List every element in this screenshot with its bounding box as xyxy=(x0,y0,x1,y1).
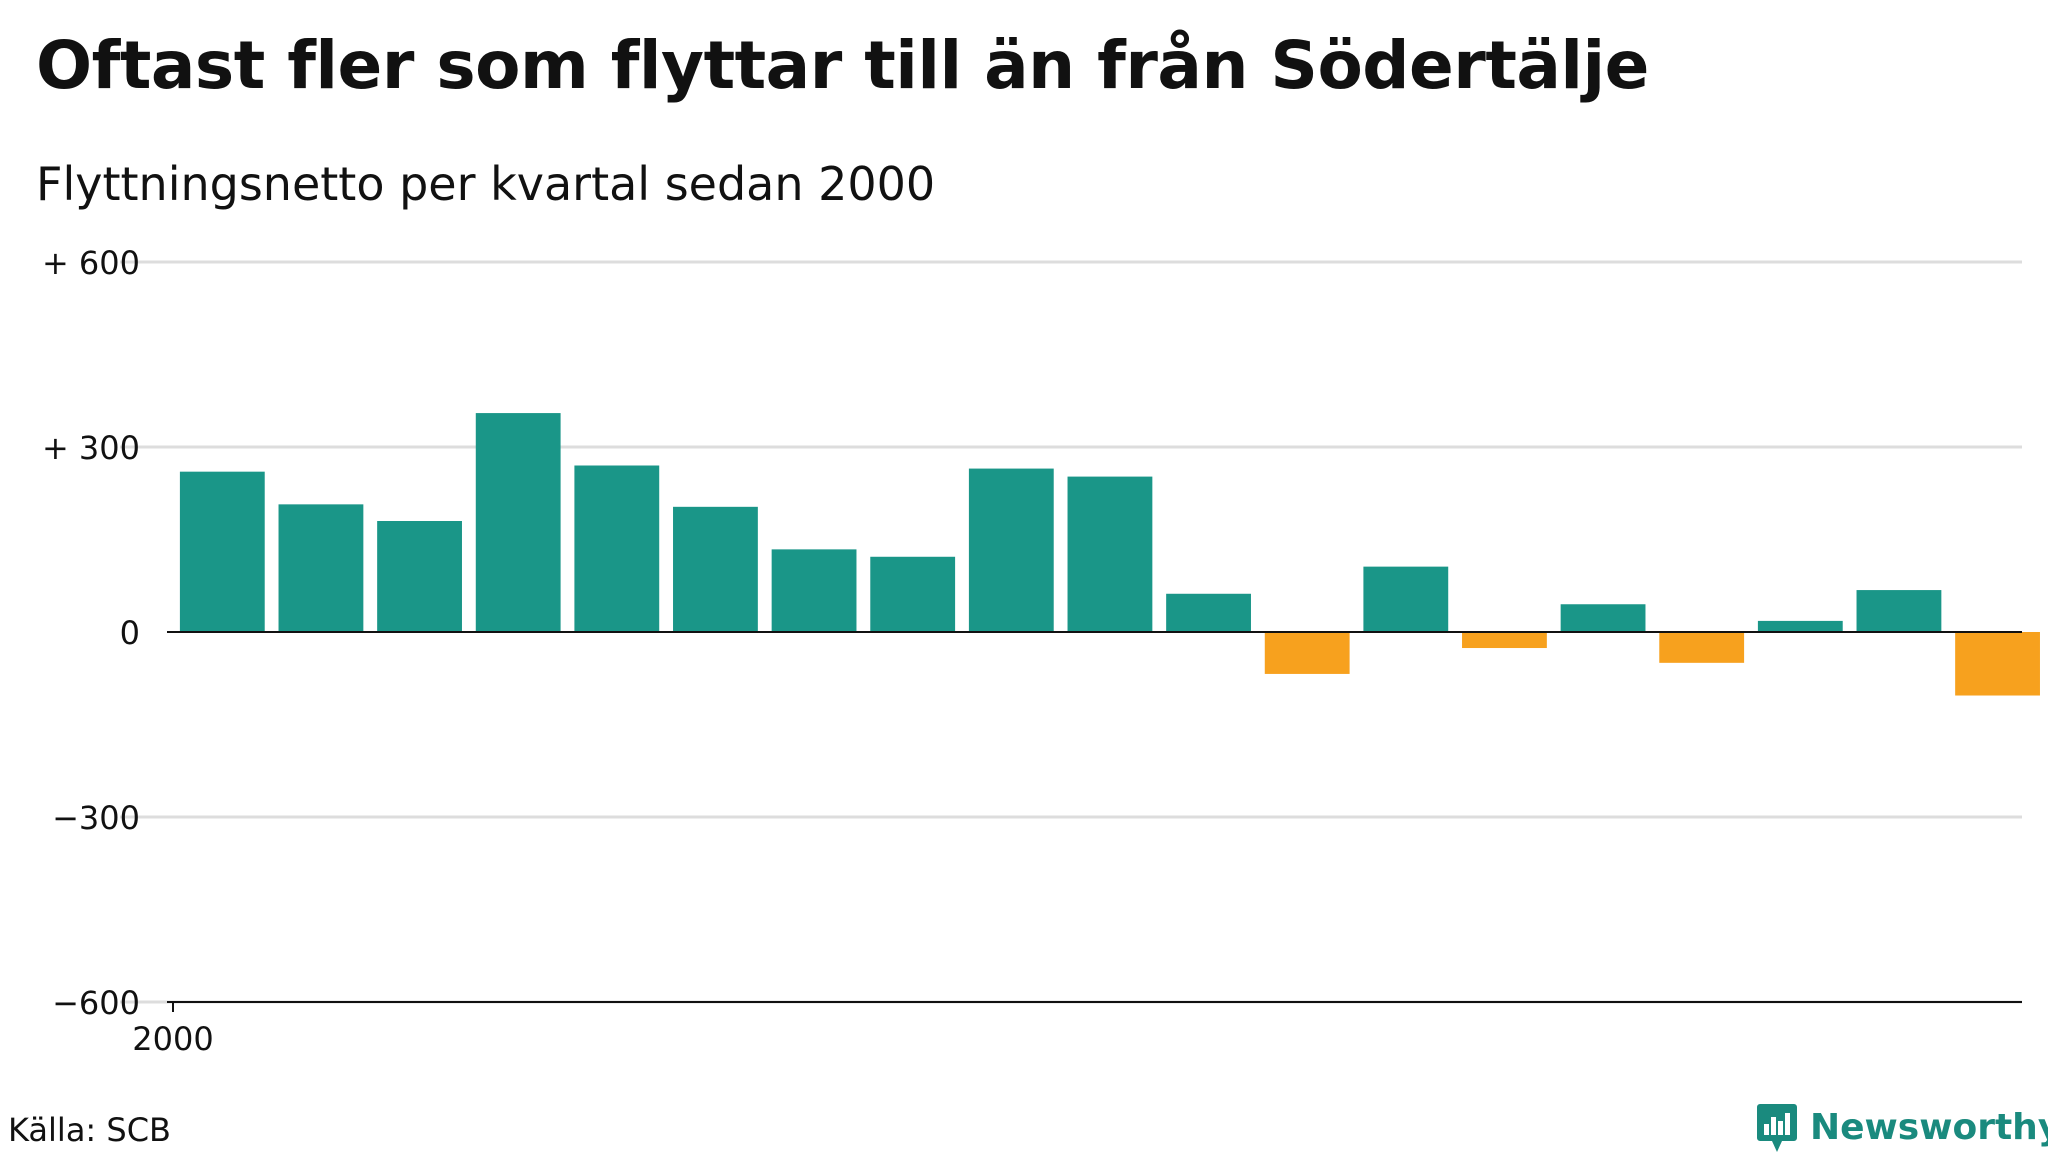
bar-2001-Q2 xyxy=(673,506,758,632)
bar-2000-Q2 xyxy=(278,504,364,632)
bar-2003-Q2 xyxy=(1462,632,1547,649)
bar-2004-Q3 xyxy=(1955,632,2040,696)
bar-2001-Q4 xyxy=(870,556,956,632)
chart-subtitle: Flyttningsnetto per kvartal sedan 2000 xyxy=(36,157,936,211)
bar-2002-Q1 xyxy=(968,468,1054,632)
bar-2000-Q3 xyxy=(377,521,462,632)
x-tick-label: 2000 xyxy=(132,1020,213,1058)
chart-title: Oftast fler som flyttar till än från Söd… xyxy=(36,27,1649,104)
bar-2002-Q3 xyxy=(1166,593,1251,632)
bar-2000-Q4 xyxy=(475,413,561,632)
axes xyxy=(167,631,2022,1003)
y-tick-label: + 600 xyxy=(42,244,140,282)
bars xyxy=(179,413,2040,696)
bar-chart: + 600 + 300 0 −300 −600 20002005201020152020 xyxy=(42,244,2040,1058)
bar-2000-Q1 xyxy=(179,471,265,632)
bar-2003-Q3 xyxy=(1560,604,1646,632)
bar-2003-Q4 xyxy=(1659,632,1745,663)
brand-name: Newsworthy xyxy=(1810,1107,2048,1148)
x-axis-labels: 20002005201020152020 xyxy=(132,1002,214,1058)
bar-2002-Q4 xyxy=(1264,632,1350,674)
bar-chart-logo-icon xyxy=(1757,1104,1797,1152)
bar-2004-Q1 xyxy=(1757,620,1843,632)
y-tick-label: + 300 xyxy=(42,429,140,467)
y-tick-label: −300 xyxy=(52,799,140,837)
bar-2001-Q1 xyxy=(574,465,660,632)
bar-2004-Q2 xyxy=(1856,590,1942,632)
newsworthy-brand[interactable]: Newsworthy xyxy=(1756,1102,2048,1154)
y-tick-label: 0 xyxy=(120,614,140,652)
bar-2001-Q3 xyxy=(771,549,857,632)
bar-2002-Q2 xyxy=(1067,476,1153,632)
y-tick-label: −600 xyxy=(52,984,140,1022)
y-axis-labels: + 600 + 300 0 −300 −600 xyxy=(42,244,140,1022)
source-note: Källa: SCB xyxy=(8,1111,171,1149)
bar-2003-Q1 xyxy=(1363,566,1449,632)
